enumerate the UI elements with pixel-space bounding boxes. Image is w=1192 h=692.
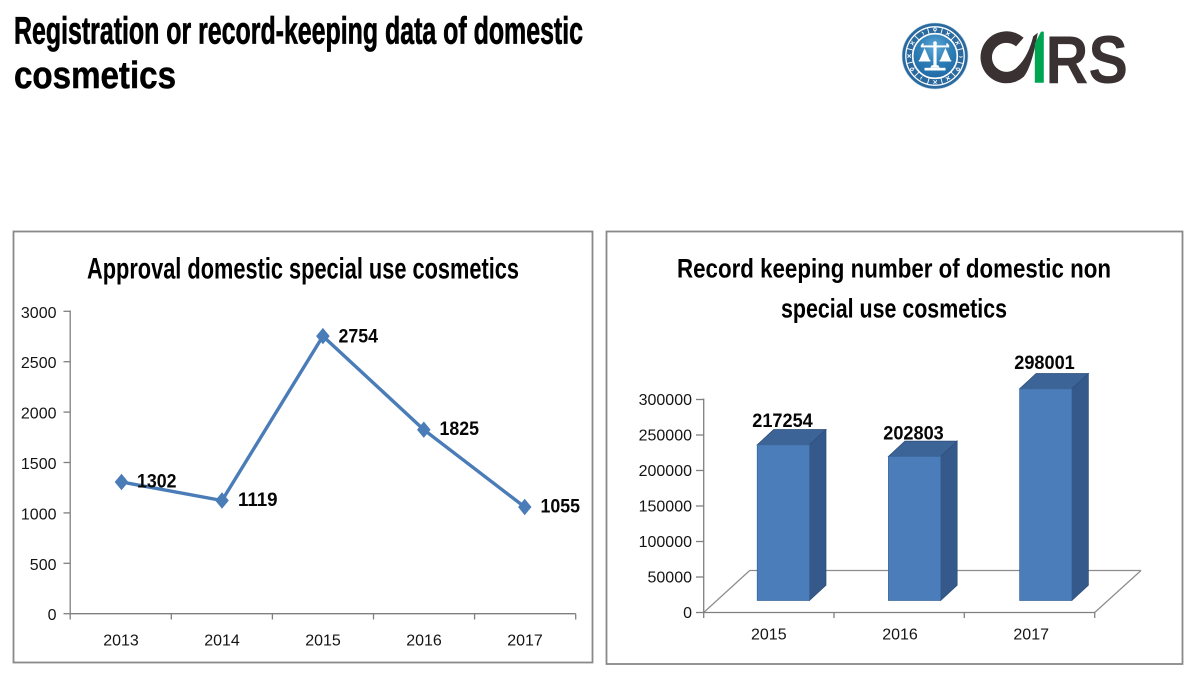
svg-text:500: 500 [30, 557, 57, 574]
svg-text:2754: 2754 [339, 326, 379, 348]
svg-text:250000: 250000 [639, 428, 692, 445]
svg-text:200000: 200000 [639, 463, 692, 480]
svg-text:1825: 1825 [440, 418, 480, 440]
svg-text:150000: 150000 [639, 499, 692, 516]
svg-text:217254: 217254 [752, 410, 813, 432]
svg-text:0: 0 [48, 607, 57, 624]
svg-text:Record keeping number of domes: Record keeping number of domestic non [677, 254, 1111, 284]
svg-text:Registration or record-keeping: Registration or record-keeping data of d… [14, 11, 583, 53]
svg-text:2500: 2500 [21, 355, 57, 372]
svg-text:2000: 2000 [21, 406, 57, 423]
svg-text:2016: 2016 [406, 633, 442, 650]
svg-text:2017: 2017 [507, 633, 543, 650]
svg-text:1302: 1302 [137, 471, 177, 493]
svg-text:1055: 1055 [541, 496, 581, 518]
svg-text:298001: 298001 [1014, 352, 1075, 374]
svg-text:2014: 2014 [204, 633, 240, 650]
svg-text:100000: 100000 [639, 534, 692, 551]
svg-text:0: 0 [683, 605, 692, 622]
svg-text:50000: 50000 [648, 570, 693, 587]
svg-text:special use cosmetics: special use cosmetics [781, 294, 1007, 324]
svg-text:202803: 202803 [883, 423, 944, 445]
svg-text:2016: 2016 [882, 627, 918, 644]
svg-text:2015: 2015 [751, 627, 787, 644]
svg-text:300000: 300000 [639, 392, 692, 409]
svg-text:1500: 1500 [21, 456, 57, 473]
svg-text:1000: 1000 [21, 506, 57, 523]
svg-text:3000: 3000 [21, 305, 57, 322]
svg-text:2013: 2013 [103, 633, 139, 650]
svg-text:2017: 2017 [1013, 627, 1049, 644]
svg-text:1119: 1119 [238, 489, 278, 511]
svg-text:2015: 2015 [305, 633, 341, 650]
svg-text:Approval domestic special use: Approval domestic special use cosmetics [87, 253, 519, 286]
svg-text:RS: RS [1046, 22, 1129, 98]
svg-text:cosmetics: cosmetics [14, 55, 176, 97]
